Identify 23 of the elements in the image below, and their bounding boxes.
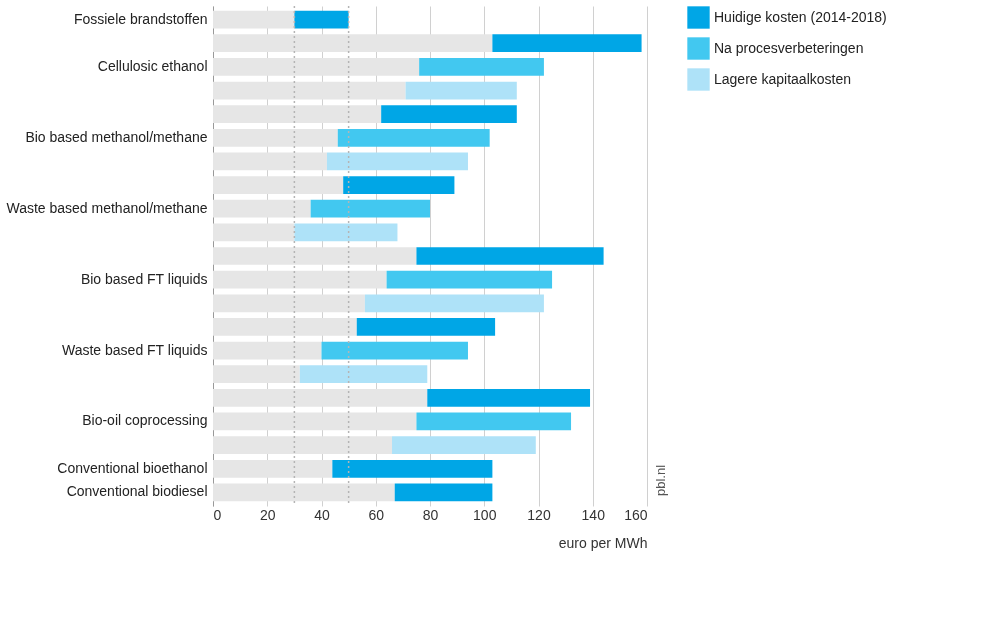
y-tick-label: Bio-oil coprocessing	[82, 412, 208, 429]
legend-label: Huidige kosten (2014-2018)	[714, 8, 887, 25]
x-tick-label: 140	[581, 506, 606, 523]
legend-label: Lagere kapitaalkosten	[714, 70, 851, 87]
x-tick-label: 0	[213, 506, 222, 523]
x-tick-label: 40	[314, 506, 330, 523]
y-tick-label: Waste based FT liquids	[61, 341, 208, 358]
x-tick-label: 160	[624, 506, 648, 523]
y-tick-label: Bio based FT liquids	[80, 270, 208, 287]
x-tick-label: 60	[368, 506, 385, 523]
y-tick-label: Fossiele brandstoffen	[73, 10, 208, 27]
x-tick-label: 120	[527, 506, 551, 523]
x-tick-label: 80	[422, 506, 439, 523]
text: pbl.nl	[653, 464, 668, 496]
x-tick-label: 100	[473, 506, 497, 523]
legend-label: Na procesverbeteringen	[714, 39, 864, 56]
x-axis-title: euro per MWh	[558, 534, 648, 551]
x-tick-label: 20	[259, 506, 276, 523]
y-tick-label: Conventional biodiesel	[66, 483, 208, 500]
y-tick-label: Bio based methanol/methane	[25, 128, 208, 145]
y-tick-label: Cellulosic ethanol	[97, 57, 208, 74]
y-tick-label: Conventional bioethanol	[57, 459, 208, 476]
y-tick-label: Waste based methanol/methane	[6, 199, 208, 216]
